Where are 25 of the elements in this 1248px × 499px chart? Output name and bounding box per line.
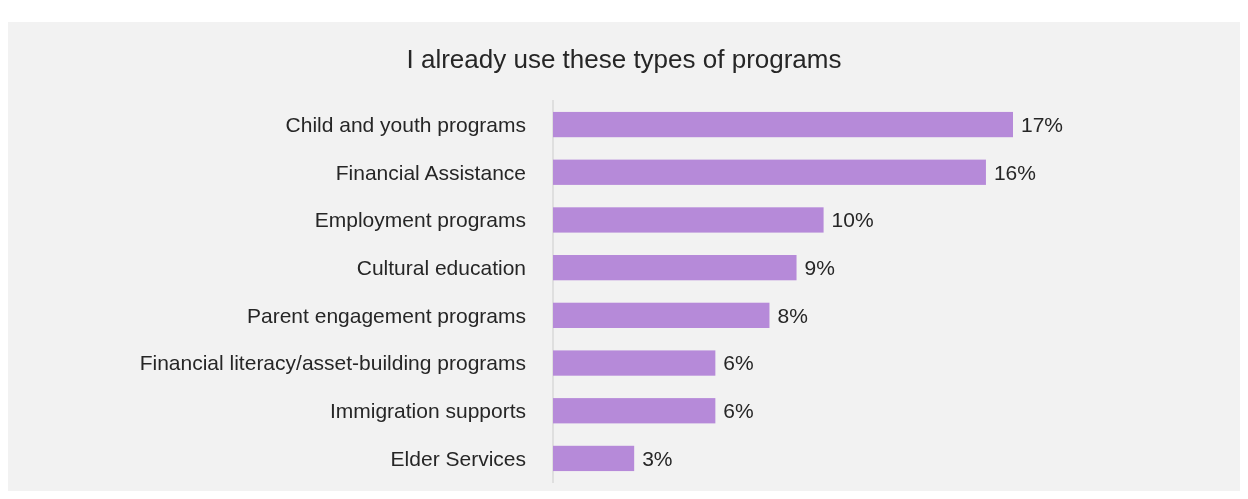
- bar: [553, 111, 1013, 138]
- bar: [553, 255, 797, 281]
- bar: [553, 445, 635, 472]
- bar: [553, 207, 824, 233]
- chart-title: I already use these types of programs: [406, 44, 842, 74]
- data-label: 6%: [723, 399, 754, 423]
- bar: [553, 159, 986, 185]
- data-label: 16%: [993, 160, 1036, 184]
- data-label: 10%: [831, 208, 874, 232]
- data-label: 3%: [642, 446, 673, 470]
- y-tick-label: Elder Services: [390, 446, 526, 470]
- data-label: 6%: [723, 351, 754, 375]
- bar: [553, 350, 716, 376]
- data-label: 8%: [777, 303, 808, 327]
- data-label: 17%: [1021, 112, 1064, 136]
- y-tick-label: Financial Assistance: [335, 160, 526, 184]
- data-label: 9%: [804, 256, 835, 279]
- y-tick-label: Immigration supports: [329, 399, 526, 423]
- y-tick-label: Employment programs: [314, 208, 526, 232]
- y-tick-label: Child and youth programs: [285, 112, 526, 136]
- y-tick-label: Cultural education: [356, 256, 526, 279]
- bar: [553, 398, 716, 424]
- y-tick-label: Parent engagement programs: [247, 303, 526, 327]
- bar: [553, 302, 770, 328]
- y-tick-label: Financial literacy/asset-building programs: [139, 351, 526, 375]
